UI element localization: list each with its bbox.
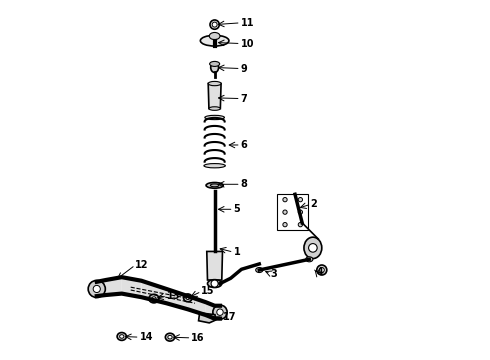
Ellipse shape xyxy=(200,35,229,46)
Polygon shape xyxy=(97,280,106,296)
Circle shape xyxy=(298,198,302,202)
Polygon shape xyxy=(206,302,215,319)
Ellipse shape xyxy=(117,333,126,341)
Text: 6: 6 xyxy=(241,140,247,150)
Polygon shape xyxy=(142,281,167,303)
Circle shape xyxy=(93,285,100,293)
Polygon shape xyxy=(207,251,222,280)
Text: 15: 15 xyxy=(201,287,215,296)
Ellipse shape xyxy=(210,62,220,66)
Text: 8: 8 xyxy=(241,179,247,189)
Circle shape xyxy=(283,222,287,227)
Text: 17: 17 xyxy=(223,312,236,322)
Text: 10: 10 xyxy=(241,39,254,49)
Ellipse shape xyxy=(209,32,220,40)
Ellipse shape xyxy=(211,63,219,72)
Text: 12: 12 xyxy=(135,260,149,270)
Ellipse shape xyxy=(149,294,159,303)
Ellipse shape xyxy=(165,333,174,341)
Ellipse shape xyxy=(204,163,225,168)
Polygon shape xyxy=(188,296,206,315)
Ellipse shape xyxy=(256,267,263,273)
Circle shape xyxy=(212,22,217,27)
Text: 16: 16 xyxy=(192,333,205,343)
Circle shape xyxy=(210,20,220,29)
Text: 9: 9 xyxy=(241,64,247,73)
Ellipse shape xyxy=(210,184,219,187)
Polygon shape xyxy=(122,277,142,297)
Circle shape xyxy=(309,244,317,252)
Polygon shape xyxy=(106,277,122,295)
Ellipse shape xyxy=(184,294,192,302)
Ellipse shape xyxy=(207,280,222,288)
Ellipse shape xyxy=(205,115,224,120)
Circle shape xyxy=(88,280,105,297)
Ellipse shape xyxy=(186,296,190,300)
Text: 13: 13 xyxy=(167,291,181,301)
Ellipse shape xyxy=(208,81,221,86)
Text: 5: 5 xyxy=(234,204,240,214)
Ellipse shape xyxy=(152,297,156,300)
Circle shape xyxy=(211,280,218,287)
Text: 7: 7 xyxy=(241,94,247,104)
Circle shape xyxy=(298,222,302,227)
Circle shape xyxy=(283,198,287,202)
Text: 11: 11 xyxy=(241,18,254,28)
Ellipse shape xyxy=(168,336,172,339)
Polygon shape xyxy=(198,313,216,323)
Circle shape xyxy=(319,267,324,273)
Ellipse shape xyxy=(306,257,313,262)
Circle shape xyxy=(317,265,327,275)
Ellipse shape xyxy=(120,335,124,338)
Text: 14: 14 xyxy=(140,332,153,342)
Text: 2: 2 xyxy=(311,199,318,209)
Ellipse shape xyxy=(206,183,223,188)
Circle shape xyxy=(213,305,227,319)
Text: 1: 1 xyxy=(234,247,240,257)
Polygon shape xyxy=(208,84,221,109)
Polygon shape xyxy=(215,306,220,319)
Text: 4: 4 xyxy=(317,267,323,277)
Ellipse shape xyxy=(304,237,322,258)
Circle shape xyxy=(217,309,223,315)
Text: 3: 3 xyxy=(270,269,277,279)
Ellipse shape xyxy=(209,107,221,111)
Polygon shape xyxy=(167,289,188,309)
Circle shape xyxy=(298,210,302,214)
Circle shape xyxy=(283,210,287,214)
